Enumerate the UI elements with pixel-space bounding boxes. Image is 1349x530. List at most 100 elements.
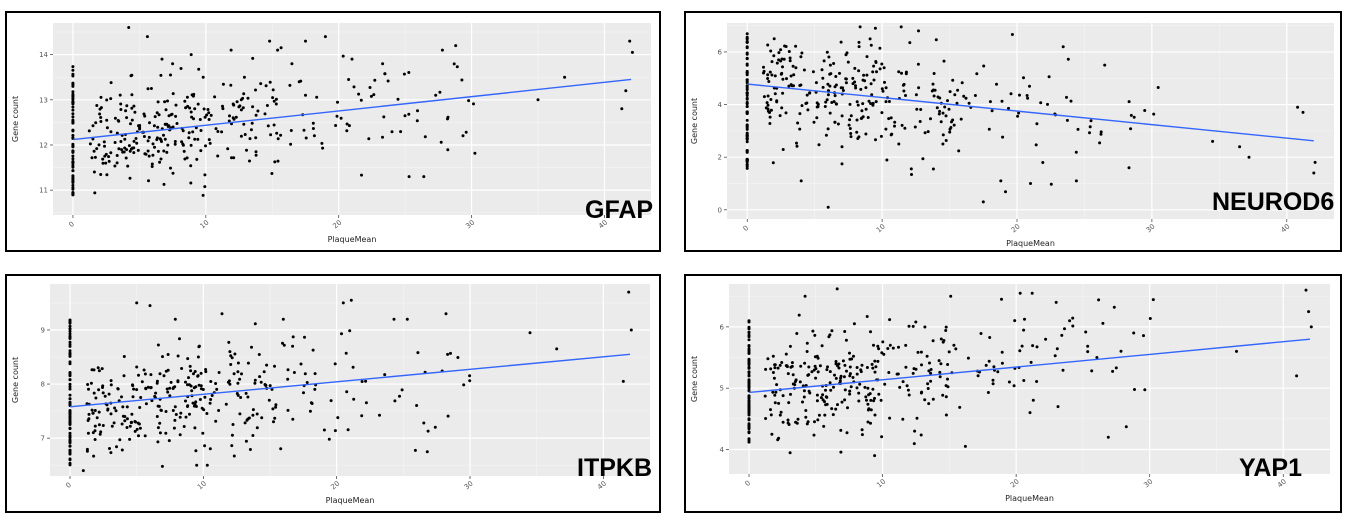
data-point: [919, 108, 923, 111]
data-point: [1127, 100, 1131, 104]
x-tick-label: 40: [1276, 478, 1288, 490]
data-point: [166, 353, 170, 356]
data-point: [132, 104, 136, 108]
x-axis-title: PlaqueMean: [1005, 494, 1054, 503]
data-point: [292, 371, 296, 374]
data-point: [268, 384, 272, 388]
data-point: [893, 120, 897, 124]
data-point: [1034, 143, 1038, 147]
data-point: [71, 81, 75, 85]
x-tick-label: 40: [596, 480, 608, 492]
data-point: [71, 183, 75, 187]
data-point: [407, 112, 411, 116]
data-point: [109, 383, 113, 387]
data-point: [149, 386, 153, 389]
data-point: [810, 370, 814, 374]
data-point: [929, 379, 933, 383]
data-point: [249, 128, 253, 132]
data-point: [68, 354, 72, 358]
data-point: [233, 352, 237, 356]
data-point: [178, 415, 182, 419]
data-point: [68, 439, 72, 443]
data-point: [93, 155, 97, 159]
data-point: [364, 401, 368, 405]
data-point: [949, 294, 953, 298]
data-point: [823, 105, 827, 108]
data-point: [773, 366, 777, 370]
data-point: [747, 365, 751, 369]
data-point: [555, 347, 559, 351]
data-point: [808, 391, 812, 395]
y-tick-label: 6: [718, 48, 723, 56]
y-tick-label: 12: [39, 141, 48, 149]
data-point: [71, 90, 75, 94]
data-point: [770, 73, 774, 77]
data-point: [775, 99, 779, 103]
data-point: [846, 406, 849, 410]
data-point: [960, 81, 964, 85]
data-point: [68, 393, 72, 397]
data-point: [178, 433, 182, 437]
y-tick-label: 7: [41, 435, 45, 443]
data-point: [990, 109, 994, 113]
data-point: [964, 96, 968, 100]
x-tick-label: 0: [742, 224, 751, 233]
data-point: [627, 290, 631, 294]
data-point: [788, 59, 792, 63]
data-point: [829, 72, 833, 76]
data-point: [93, 409, 97, 412]
data-point: [1055, 347, 1059, 351]
data-point: [156, 404, 160, 408]
data-point: [229, 48, 233, 52]
data-point: [253, 378, 257, 382]
data-point: [71, 65, 75, 69]
data-point: [142, 368, 146, 372]
data-point: [1000, 361, 1004, 365]
data-point: [1074, 179, 1078, 183]
data-point: [1211, 139, 1215, 143]
data-point: [446, 414, 450, 418]
data-point: [99, 173, 103, 176]
data-point: [823, 413, 827, 417]
data-point: [132, 151, 136, 155]
data-point: [230, 156, 233, 160]
data-point: [71, 175, 75, 179]
data-point: [771, 354, 775, 358]
data-point: [255, 426, 259, 430]
data-point: [851, 376, 855, 379]
data-point: [843, 330, 847, 333]
data-point: [936, 95, 940, 99]
data-point: [944, 325, 948, 329]
data-point: [433, 425, 437, 429]
data-point: [866, 402, 870, 406]
data-point: [402, 72, 406, 76]
data-point: [103, 144, 106, 148]
data-point: [887, 371, 891, 374]
data-point: [172, 426, 176, 430]
data-point: [932, 94, 936, 98]
data-point: [99, 116, 103, 119]
data-point: [194, 449, 198, 453]
data-point: [169, 380, 173, 384]
data-point: [805, 422, 809, 426]
data-point: [335, 114, 339, 118]
data-point: [819, 396, 823, 400]
data-point: [1301, 110, 1305, 114]
data-point: [109, 412, 113, 416]
data-point: [824, 395, 828, 399]
data-point: [178, 337, 181, 341]
data-point: [956, 88, 960, 92]
data-point: [171, 409, 175, 412]
data-point: [174, 103, 178, 107]
data-point: [217, 409, 221, 412]
data-point: [146, 149, 150, 153]
data-point: [1018, 349, 1022, 353]
data-point: [155, 136, 159, 140]
data-point: [349, 298, 353, 302]
data-point: [745, 124, 749, 128]
data-point: [899, 25, 903, 29]
data-point: [173, 142, 177, 146]
data-point: [786, 372, 790, 376]
data-point: [1061, 45, 1065, 49]
data-point: [938, 109, 942, 113]
